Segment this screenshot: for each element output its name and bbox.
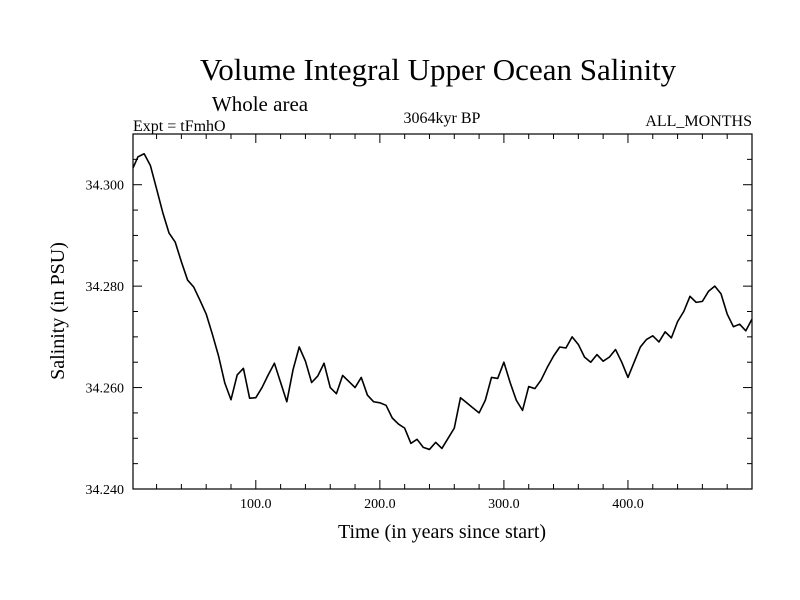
- x-tick-label: 100.0: [240, 497, 272, 512]
- months-label: ALL_MONTHS: [645, 113, 752, 130]
- x-axis: 100.0 200.0 300.0 400.0: [156, 134, 728, 512]
- experiment-label: Expt = tFmhO: [133, 118, 226, 135]
- x-tick-label: 200.0: [364, 497, 396, 512]
- x-tick-label: 300.0: [488, 497, 520, 512]
- y-tick-label: 34.240: [86, 483, 125, 498]
- y-axis-label: Salinity (in PSU): [47, 242, 69, 380]
- y-tick-label: 34.280: [86, 280, 125, 295]
- x-axis-label: Time (in years since start): [338, 521, 546, 543]
- y-axis: 34.240 34.260 34.280 34.300: [86, 158, 752, 498]
- x-tick-label: 400.0: [612, 497, 644, 512]
- period-label: 3064kyr BP: [404, 110, 481, 127]
- y-tick-label: 34.300: [86, 179, 125, 194]
- plot-area: [132, 133, 753, 490]
- chart-title: Volume Integral Upper Ocean Salinity: [200, 52, 677, 87]
- chart-subtitle: Whole area: [212, 92, 309, 116]
- y-tick-label: 34.260: [86, 382, 125, 397]
- salinity-series-line: [132, 152, 753, 451]
- plot-frame: [132, 133, 753, 490]
